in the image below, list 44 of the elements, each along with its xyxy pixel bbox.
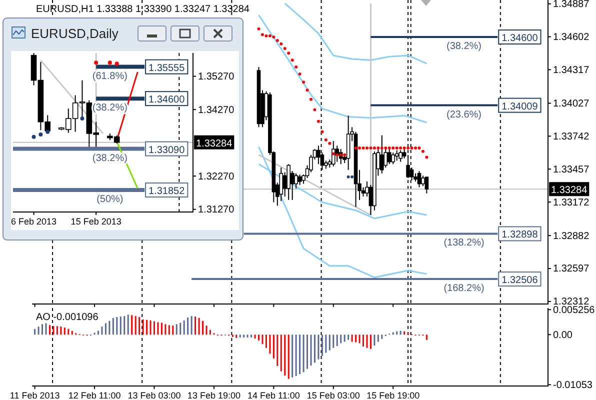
y-tick-label: 1.35270 — [198, 71, 235, 82]
annotation: (61.8%) — [92, 70, 128, 82]
y-tick-label: 1.34270 — [198, 104, 235, 116]
data-label: 1.32898 — [502, 230, 538, 241]
y-tick-label: 1.34317 — [553, 64, 590, 76]
annotation: (50%) — [96, 194, 124, 205]
data-label: 1.34600 — [148, 94, 186, 106]
x-tick-label: 6 Feb 2013 — [10, 216, 57, 226]
y-tick-label: 1.34027 — [553, 98, 590, 110]
data-label: 1.35555 — [148, 62, 186, 74]
chart-title: EURUSD,Daily — [31, 26, 119, 41]
data-label: 1.32506 — [502, 275, 538, 286]
data-label: 1.33090 — [148, 144, 186, 156]
data-label: 1.34600 — [502, 32, 538, 44]
annotation: (138.2%) — [444, 238, 484, 249]
annotation: (38.2%) — [446, 40, 482, 52]
y-tick-label: 1.33457 — [553, 164, 590, 176]
x-tick-label: 13 Feb 03:00 — [128, 390, 181, 400]
x-tick-label: 15 Feb 2013 — [70, 216, 122, 226]
chart-title: EURUSD,H1 1.33388 1.33390 1.33247 1.33284 — [36, 4, 250, 15]
y-tick-label: 1.32882 — [553, 230, 590, 242]
y-tick-label: 1.33172 — [553, 197, 590, 208]
x-tick-label: 14 Feb 11:00 — [247, 390, 300, 400]
chart-title: AO -0.001096 — [36, 312, 99, 323]
x-tick-label: 11 Feb 2013 — [10, 390, 60, 400]
y-tick-label: 1.32270 — [198, 171, 235, 182]
data-label: 1.34009 — [502, 101, 538, 112]
y-tick-label: 1.33742 — [553, 131, 590, 142]
y-tick-label: 1.31270 — [198, 204, 235, 216]
ref-line-label: 1.33284 — [551, 185, 588, 196]
data-label: 1.31852 — [148, 186, 186, 197]
ref-line-label: 1.33284 — [196, 138, 233, 150]
x-tick-label: 15 Feb 19:00 — [366, 390, 420, 400]
y-tick-label: 1.32597 — [553, 264, 590, 275]
x-tick-label: 12 Feb 11:00 — [68, 390, 121, 400]
annotation: (23.6%) — [446, 109, 482, 120]
y-tick-label: 0.00 — [553, 330, 573, 341]
y-tick-label: 1.34887 — [553, 0, 590, 10]
annotation: (168.2%) — [444, 283, 484, 294]
y-tick-label: -0.01053 — [553, 380, 593, 391]
x-tick-label: 15 Feb 03:00 — [306, 390, 360, 400]
x-tick-label: 13 Feb 19:00 — [187, 390, 240, 400]
y-tick-label: 1.34602 — [553, 32, 590, 43]
y-tick-label: 0.005256 — [553, 304, 596, 316]
